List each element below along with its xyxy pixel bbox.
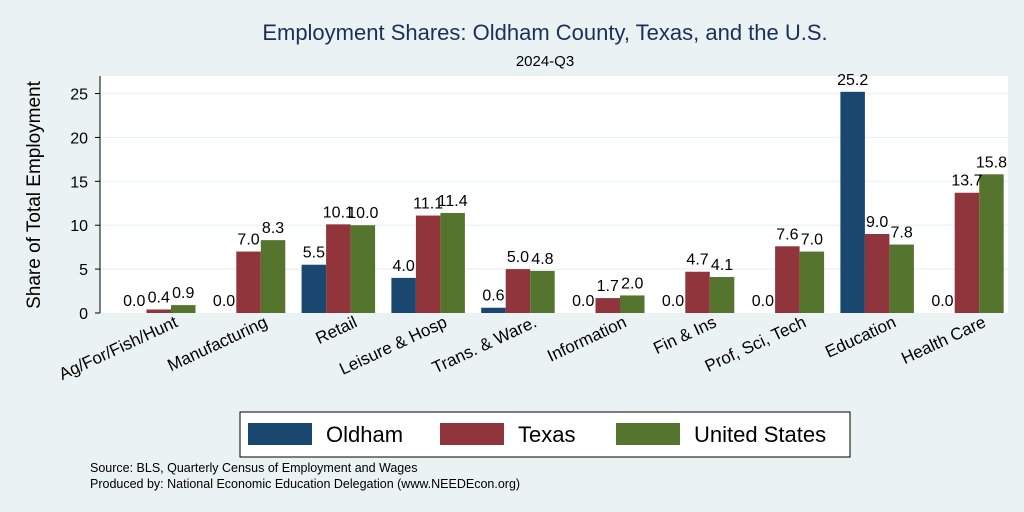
y-tick-label: 20 (70, 130, 88, 147)
data-label: 0.4 (148, 289, 170, 306)
category-label: Retail (313, 312, 360, 348)
data-label: 7.8 (891, 225, 913, 242)
bar-texas (595, 298, 620, 313)
data-label: 15.8 (976, 154, 1007, 171)
data-label: 25.2 (837, 72, 868, 89)
bar-texas (775, 246, 800, 313)
bar-texas (864, 234, 890, 313)
data-label: 8.3 (262, 220, 284, 237)
y-tick-label: 5 (79, 262, 88, 279)
legend-box (239, 411, 851, 458)
data-label: 9.0 (866, 214, 888, 231)
data-label: 0.0 (572, 293, 594, 310)
data-label: 10.0 (347, 205, 378, 222)
data-label: 1.7 (597, 278, 619, 295)
bar-united-states (620, 295, 645, 313)
data-label: 4.8 (531, 251, 553, 268)
y-tick-label: 15 (70, 174, 88, 191)
data-label: 11.1 (413, 196, 443, 213)
y-axis-label: Share of Total Employment (24, 80, 45, 308)
bar-texas (146, 309, 171, 313)
bar-texas (685, 271, 710, 313)
legend-swatch-texas (440, 423, 504, 445)
produced-by-note: Produced by: National Economic Education… (90, 477, 520, 491)
legend-swatch-united-states (616, 423, 680, 445)
data-label: 4.7 (686, 252, 708, 269)
legend-label: Oldham (326, 422, 403, 447)
category-label: Education (822, 312, 899, 361)
data-label: 7.0 (237, 232, 259, 249)
bar-texas (505, 269, 531, 313)
bar-texas (954, 192, 980, 313)
data-label: 0.0 (123, 293, 145, 310)
y-tick-label: 0 (79, 306, 88, 323)
y-axis: 0 5 10 15 20 25 (70, 76, 101, 323)
data-label: 7.6 (776, 226, 798, 243)
bar-oldham (840, 91, 865, 313)
category-label: Health Care (898, 312, 988, 368)
category-label: Prof, Sci, Tech (702, 312, 809, 375)
data-label: 0.0 (662, 293, 684, 310)
category-label: Information (544, 312, 629, 365)
y-tick-label: 25 (70, 87, 88, 104)
bar-texas (415, 215, 441, 313)
category-label: Ag/For/Fish/Hunt (56, 312, 181, 384)
bars (146, 91, 1004, 313)
data-label: 0.0 (752, 293, 774, 310)
legend: Oldham Texas United States (239, 411, 851, 458)
bar-texas (326, 224, 351, 313)
bar-united-states (889, 244, 914, 313)
data-label: 4.1 (711, 257, 733, 274)
bar-texas (236, 251, 261, 313)
bar-united-states (440, 212, 465, 313)
data-label: 10.1 (323, 204, 354, 221)
data-label: 4.0 (393, 258, 415, 275)
bar-united-states (260, 240, 286, 313)
bar-united-states (530, 270, 555, 313)
data-label: 0.6 (482, 288, 504, 305)
bar-united-states (171, 305, 196, 313)
data-label: 0.9 (172, 285, 194, 302)
y-tick-label: 10 (70, 218, 88, 235)
bar-united-states (350, 225, 376, 313)
bar-united-states (979, 174, 1004, 313)
legend-swatch-oldham (248, 423, 312, 445)
data-label: 11.4 (438, 193, 468, 210)
data-label: 13.7 (951, 173, 982, 190)
legend-label: Texas (518, 422, 575, 447)
data-labels: 0.0 0.4 0.9 0.07.08.35.510.110.04.011.111.4… (123, 72, 1007, 310)
chart-title: Employment Shares: Oldham County, Texas,… (262, 20, 827, 45)
data-label: 5.0 (507, 249, 529, 266)
bar-oldham (301, 264, 327, 313)
data-label: 5.5 (303, 245, 325, 262)
chart-subtitle: 2024-Q3 (516, 53, 574, 70)
category-label: Manufacturing (165, 312, 271, 375)
category-label: Fin & Ins (650, 312, 719, 358)
legend-label: United States (694, 422, 826, 447)
data-label: 2.0 (621, 275, 643, 292)
data-label: 0.0 (213, 293, 235, 310)
data-label: 7.0 (801, 232, 823, 249)
bar-oldham (391, 277, 416, 313)
source-note: Source: BLS, Quarterly Census of Employm… (90, 461, 417, 475)
bar-united-states (709, 277, 735, 313)
data-label: 0.0 (931, 293, 953, 310)
bar-united-states (799, 251, 825, 313)
bar-oldham (481, 307, 506, 313)
